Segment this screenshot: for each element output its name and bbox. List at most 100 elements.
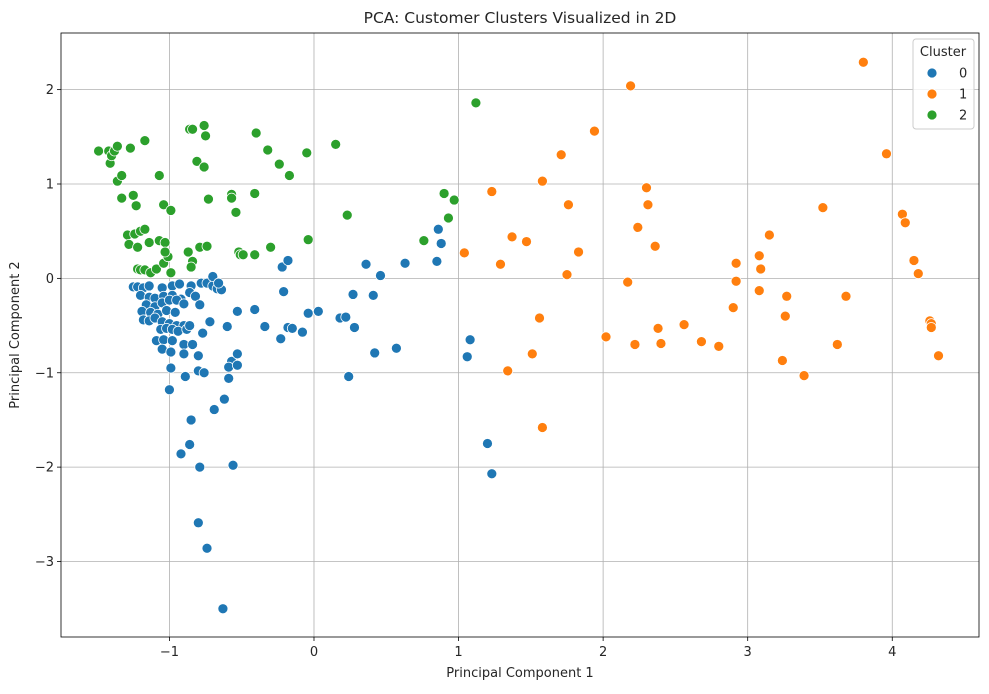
data-point <box>218 393 230 405</box>
data-point <box>143 237 155 248</box>
data-point <box>132 241 143 253</box>
data-point <box>367 289 379 301</box>
x-tick-label: 0 <box>310 645 318 660</box>
data-point <box>349 322 360 333</box>
data-point <box>221 321 233 332</box>
data-point <box>165 205 177 216</box>
data-point <box>573 246 584 258</box>
data-point <box>312 306 324 317</box>
legend-entries: 0 1 2 <box>926 67 967 124</box>
data-point <box>561 269 573 280</box>
data-point <box>231 306 243 317</box>
series-cluster-2 <box>93 97 482 279</box>
data-point <box>175 448 187 460</box>
data-point <box>555 149 567 161</box>
data-point <box>182 246 194 258</box>
legend-label: 2 <box>959 109 967 124</box>
data-point <box>908 255 920 266</box>
data-point <box>464 334 476 346</box>
data-point <box>237 249 249 261</box>
data-point <box>642 199 654 211</box>
data-point <box>438 188 450 199</box>
data-point <box>159 246 171 258</box>
data-point <box>191 155 203 167</box>
data-point <box>831 339 843 350</box>
data-point <box>302 307 314 319</box>
chart-title: PCA: Customer Clusters Visualized in 2D <box>364 9 677 27</box>
x-tick-label: 2 <box>599 645 607 660</box>
legend: Cluster 0 1 2 <box>912 38 975 130</box>
data-point <box>174 278 185 290</box>
data-point <box>184 439 196 450</box>
data-point <box>151 263 162 275</box>
y-tick-label: 1 <box>46 178 54 193</box>
data-point <box>200 130 211 142</box>
data-point <box>347 289 359 300</box>
data-point <box>678 319 690 330</box>
data-point <box>166 335 178 347</box>
data-point <box>159 237 171 248</box>
data-point <box>169 306 181 318</box>
data-point <box>649 240 661 252</box>
data-point <box>727 302 739 314</box>
x-tick-label: 4 <box>888 645 896 660</box>
data-point <box>93 145 104 157</box>
data-point <box>139 135 151 146</box>
data-point <box>521 236 532 247</box>
data-point <box>161 305 172 316</box>
data-point <box>435 238 447 249</box>
data-point <box>116 170 128 181</box>
data-point <box>249 304 261 315</box>
series-cluster-0 <box>127 223 498 615</box>
data-point <box>194 299 206 311</box>
data-point <box>201 542 213 554</box>
data-point <box>537 422 548 433</box>
data-point <box>265 241 276 253</box>
data-point <box>139 223 151 235</box>
data-point <box>179 371 191 382</box>
data-point <box>495 258 506 270</box>
data-point <box>282 255 294 266</box>
data-point <box>143 280 155 292</box>
data-point <box>208 404 220 415</box>
data-point <box>482 438 493 449</box>
data-point <box>330 138 342 150</box>
data-point <box>461 351 473 363</box>
data-point <box>777 355 788 366</box>
data-point <box>187 339 198 350</box>
data-point <box>278 286 290 297</box>
data-point <box>184 320 196 331</box>
data-point <box>881 148 892 160</box>
data-point <box>840 290 852 302</box>
data-point <box>297 326 308 338</box>
data-point <box>502 365 514 377</box>
data-point <box>187 123 198 135</box>
data-point <box>262 144 274 156</box>
data-point <box>600 331 612 343</box>
y-tick-label: −1 <box>35 366 54 381</box>
data-point <box>249 188 261 199</box>
data-point <box>713 340 725 352</box>
data-point <box>375 270 386 281</box>
data-point <box>230 206 242 218</box>
data-point <box>753 250 765 262</box>
data-point <box>198 120 210 131</box>
data-point <box>899 217 911 229</box>
data-point <box>341 209 353 221</box>
data-point <box>250 127 262 139</box>
data-point <box>632 222 644 233</box>
data-point <box>158 199 170 211</box>
data-point <box>817 202 829 213</box>
data-point <box>194 461 206 473</box>
data-point <box>730 257 742 269</box>
data-point <box>933 350 944 362</box>
x-tick-label: 3 <box>744 645 752 660</box>
data-point <box>418 235 430 246</box>
data-point <box>201 240 213 252</box>
data-point <box>178 298 190 310</box>
data-point <box>185 261 197 273</box>
data-point <box>192 350 204 362</box>
data-point <box>217 603 229 615</box>
data-point <box>431 256 443 267</box>
